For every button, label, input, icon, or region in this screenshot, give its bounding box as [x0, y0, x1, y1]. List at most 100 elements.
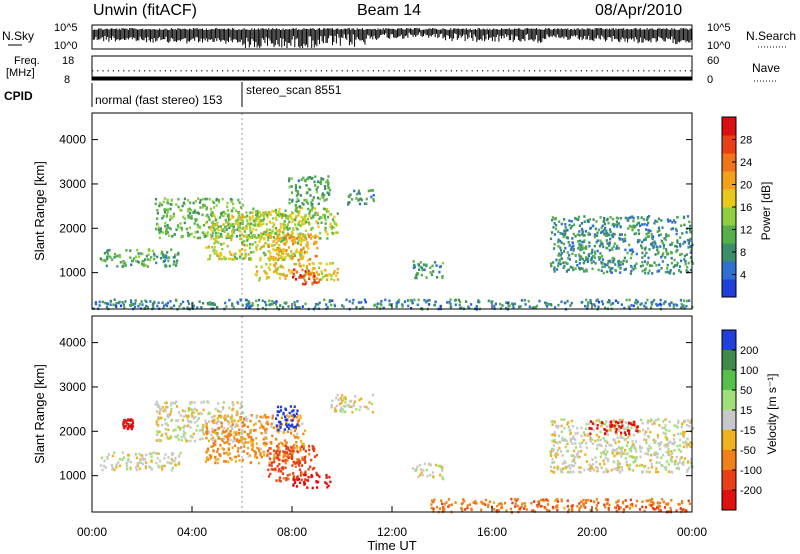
echo-cell [554, 453, 557, 457]
echo-cell [207, 226, 211, 229]
echo-cell [623, 438, 626, 442]
echo-cell [623, 237, 627, 241]
echo-cell [235, 209, 238, 213]
echo-cell [166, 301, 169, 305]
echo-cell [329, 188, 332, 192]
echo-cell [163, 210, 167, 214]
echo-cell [310, 271, 313, 275]
echo-cell [214, 429, 217, 432]
echo-cell [636, 499, 639, 503]
echo-cell [152, 451, 155, 454]
echo-cell [309, 258, 312, 261]
echo-cell [294, 306, 297, 309]
echo-cell [632, 219, 635, 223]
echo-cell [336, 231, 339, 234]
echo-cell [635, 464, 638, 467]
echo-cell [135, 456, 138, 460]
echo-cell [282, 248, 285, 252]
echo-cell [155, 452, 158, 455]
echo-cell [207, 216, 210, 219]
echo-cell [557, 262, 560, 265]
echo-cell [240, 439, 243, 443]
echo-cell [586, 304, 589, 308]
echo-cell [592, 463, 595, 466]
echo-cell [589, 436, 592, 439]
echo-cell [667, 220, 670, 223]
echo-cell [226, 438, 230, 441]
echo-cell [282, 274, 286, 277]
echo-cell [206, 302, 209, 305]
echo-cell [651, 243, 654, 247]
echo-cell [676, 426, 679, 429]
echo-cell [240, 206, 243, 209]
echo-cell [144, 461, 148, 464]
echo-cell [556, 426, 559, 429]
echo-cell [267, 468, 270, 472]
echo-cell [566, 442, 569, 446]
echo-cell [516, 498, 519, 501]
noise-panel: N.Sky 10^5 10^0 10^5 10^0 N.Search [2, 22, 796, 52]
echo-cell [285, 301, 288, 305]
echo-cell [248, 236, 251, 239]
echo-cell [571, 266, 574, 269]
echo-cell [284, 418, 287, 422]
echo-cell [225, 441, 228, 444]
echo-cell [244, 437, 247, 441]
echo-cell [673, 449, 676, 452]
echo-cell [659, 298, 662, 302]
echo-cell [360, 301, 363, 304]
echo-cell [254, 422, 257, 425]
echo-cell [649, 264, 652, 267]
echo-cell [596, 249, 599, 253]
echo-cell [287, 427, 290, 430]
echo-cell [564, 229, 567, 232]
echo-cell [282, 212, 285, 216]
echo-cell [293, 405, 296, 408]
echo-cell [299, 243, 302, 246]
echo-cell [639, 224, 642, 228]
echo-cell [668, 271, 672, 275]
echo-cell [320, 278, 323, 281]
echo-cell [260, 432, 263, 435]
echo-cell [227, 216, 230, 219]
echo-cell [290, 454, 294, 458]
echo-cell [306, 220, 309, 224]
echo-cell [606, 470, 609, 473]
echo-cell [674, 227, 677, 231]
echo-cell [551, 439, 554, 443]
echo-cell [575, 446, 578, 449]
echo-cell [616, 423, 619, 427]
echo-cell [224, 460, 228, 463]
echo-cell [472, 501, 475, 504]
echo-cell [223, 417, 226, 420]
echo-cell [357, 301, 360, 304]
echo-cell [318, 261, 321, 265]
echo-cell [175, 419, 178, 422]
echo-cell [323, 216, 326, 219]
echo-cell [327, 193, 330, 196]
echo-cell [667, 451, 670, 454]
echo-cell [169, 306, 172, 310]
echo-cell [209, 228, 212, 231]
echo-cell [644, 267, 647, 271]
echo-cell [288, 185, 291, 189]
echo-cell [585, 442, 588, 445]
echo-cell [571, 241, 574, 244]
echo-cell [115, 463, 118, 466]
echo-cell [279, 479, 282, 483]
echo-cell [230, 209, 234, 212]
echo-cell [295, 457, 299, 461]
echo-cell [287, 448, 290, 452]
echo-cell [642, 465, 645, 468]
echo-cell [351, 411, 354, 414]
echo-cell [447, 505, 450, 508]
echo-cell [162, 214, 165, 218]
echo-cell [611, 266, 614, 270]
echo-cell [222, 214, 225, 218]
echo-cell [678, 265, 681, 268]
echo-cell [623, 508, 626, 511]
echo-cell [198, 201, 202, 204]
echo-cell [148, 249, 151, 252]
echo-cell [205, 426, 209, 430]
echo-cell [274, 467, 277, 471]
